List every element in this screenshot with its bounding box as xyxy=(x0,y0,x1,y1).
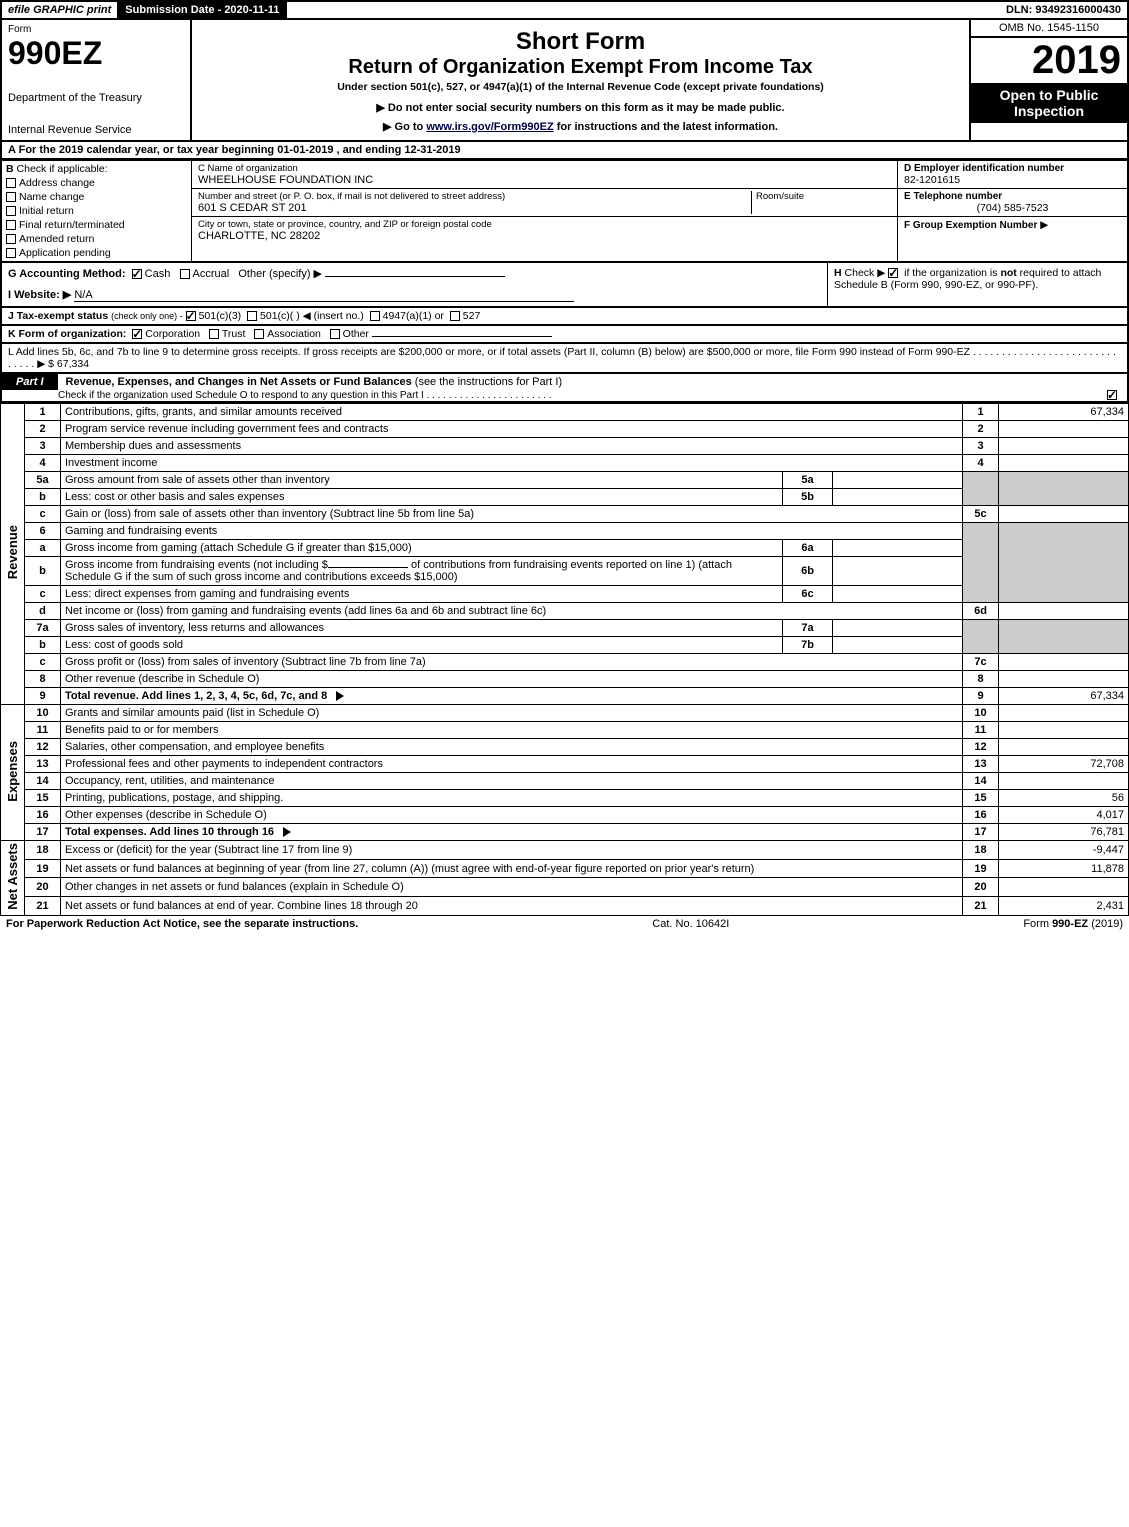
submission-date: Submission Date - 2020-11-11 xyxy=(119,2,287,18)
subtitle: Under section 501(c), 527, or 4947(a)(1)… xyxy=(337,81,824,93)
chk-cash[interactable] xyxy=(132,269,142,279)
footer-catno: Cat. No. 10642I xyxy=(652,918,729,930)
form-label: Form xyxy=(8,24,184,35)
ein: 82-1201615 xyxy=(904,174,1121,186)
col-def: D Employer identification number 82-1201… xyxy=(897,161,1127,261)
c-city-label: City or town, state or province, country… xyxy=(198,219,891,230)
g-label: G Accounting Method: xyxy=(8,268,126,280)
efile-label[interactable]: efile GRAPHIC print xyxy=(2,2,119,18)
chk-other-org[interactable] xyxy=(330,329,340,339)
chk-schedule-o[interactable] xyxy=(1107,390,1117,400)
chk-final[interactable] xyxy=(6,220,16,230)
omb-number: OMB No. 1545-1150 xyxy=(971,20,1127,38)
part1-sub: Check if the organization used Schedule … xyxy=(2,390,1127,401)
line-k: K Form of organization: Corporation Trus… xyxy=(0,326,1129,344)
phone: (704) 585-7523 xyxy=(904,202,1121,214)
footer-form: Form 990-EZ (2019) xyxy=(1023,918,1123,930)
part1-header: Part I Revenue, Expenses, and Changes in… xyxy=(0,374,1129,403)
footer-left: For Paperwork Reduction Act Notice, see … xyxy=(6,918,358,930)
vert-netassets: Net Assets xyxy=(1,841,25,916)
other-method-field[interactable] xyxy=(325,276,505,277)
chk-address[interactable] xyxy=(6,178,16,188)
chk-h[interactable] xyxy=(888,268,898,278)
ghi-right: H Check ▶ if the organization is not req… xyxy=(827,263,1127,306)
row-label: Contributions, gifts, grants, and simila… xyxy=(61,404,963,421)
c-street-label: Number and street (or P. O. box, if mail… xyxy=(198,191,751,202)
line-j: J Tax-exempt status (check only one) - 5… xyxy=(0,308,1129,326)
tax-year: 2019 xyxy=(971,38,1127,83)
f-arrow: ▶ xyxy=(1040,219,1048,231)
header-left: Form 990EZ Department of the Treasury In… xyxy=(2,20,192,140)
line-l: L Add lines 5b, 6c, and 7b to line 9 to … xyxy=(0,344,1129,374)
chk-corp[interactable] xyxy=(132,329,142,339)
goto-line: ▶ Go to www.irs.gov/Form990EZ for instru… xyxy=(383,120,778,133)
org-name: WHEELHOUSE FOUNDATION INC xyxy=(198,174,891,186)
other-org-field[interactable] xyxy=(372,336,552,337)
c-name-label: C Name of organization xyxy=(198,163,891,174)
chk-accrual[interactable] xyxy=(180,269,190,279)
part1-tag: Part I xyxy=(2,374,58,390)
chk-initial[interactable] xyxy=(6,206,16,216)
vert-expenses: Expenses xyxy=(1,705,25,841)
header-center: Short Form Return of Organization Exempt… xyxy=(192,20,969,140)
arrow-icon xyxy=(336,691,344,701)
row-amt: 67,334 xyxy=(999,404,1129,421)
arrow-icon xyxy=(283,827,291,837)
org-street: 601 S CEDAR ST 201 xyxy=(198,202,751,214)
col-c: C Name of organization WHEELHOUSE FOUNDA… xyxy=(192,161,897,261)
ghi-left: G Accounting Method: Cash Accrual Other … xyxy=(2,263,827,306)
top-spacer xyxy=(287,2,1000,18)
section-a: A For the 2019 calendar year, or tax yea… xyxy=(0,142,1129,160)
form-header: Form 990EZ Department of the Treasury In… xyxy=(0,20,1129,142)
part1-title: Revenue, Expenses, and Changes in Net As… xyxy=(58,376,563,388)
c-room-label: Room/suite xyxy=(756,191,891,202)
top-bar: efile GRAPHIC print Submission Date - 20… xyxy=(0,0,1129,20)
header-right: OMB No. 1545-1150 2019 Open to Public In… xyxy=(969,20,1127,140)
website: N/A xyxy=(74,289,574,302)
dept-irs: Internal Revenue Service xyxy=(8,124,184,136)
chk-amended[interactable] xyxy=(6,234,16,244)
f-label: F Group Exemption Number xyxy=(904,220,1037,231)
d-label: D Employer identification number xyxy=(904,163,1121,174)
chk-4947[interactable] xyxy=(370,311,380,321)
chk-pending[interactable] xyxy=(6,248,16,258)
org-city: CHARLOTTE, NC 28202 xyxy=(198,230,891,242)
gross-receipts: ▶ $ 67,334 xyxy=(37,358,89,370)
chk-501c3[interactable] xyxy=(186,311,196,321)
lines-table: Revenue 1 Contributions, gifts, grants, … xyxy=(0,403,1129,916)
row-box: 1 xyxy=(963,404,999,421)
e-label: E Telephone number xyxy=(904,191,1121,202)
title-return: Return of Organization Exempt From Incom… xyxy=(348,56,812,79)
form-number: 990EZ xyxy=(8,35,184,72)
chk-assoc[interactable] xyxy=(254,329,264,339)
dln: DLN: 93492316000430 xyxy=(1000,2,1127,18)
public-inspection: Open to Public Inspection xyxy=(971,83,1127,123)
i-label: I Website: ▶ xyxy=(8,289,71,301)
warn-ssn: ▶ Do not enter social security numbers o… xyxy=(376,101,784,114)
chk-trust[interactable] xyxy=(209,329,219,339)
col-b: B Check if applicable: Address change Na… xyxy=(2,161,192,261)
vert-revenue: Revenue xyxy=(1,404,25,705)
irs-link[interactable]: www.irs.gov/Form990EZ xyxy=(426,121,553,133)
chk-501c[interactable] xyxy=(247,311,257,321)
row-num: 1 xyxy=(25,404,61,421)
block-bcdef: B Check if applicable: Address change Na… xyxy=(0,160,1129,263)
chk-527[interactable] xyxy=(450,311,460,321)
dept-treasury: Department of the Treasury xyxy=(8,92,184,104)
chk-name[interactable] xyxy=(6,192,16,202)
block-ghi: G Accounting Method: Cash Accrual Other … xyxy=(0,263,1129,308)
footer: For Paperwork Reduction Act Notice, see … xyxy=(0,916,1129,932)
title-short-form: Short Form xyxy=(516,28,645,56)
